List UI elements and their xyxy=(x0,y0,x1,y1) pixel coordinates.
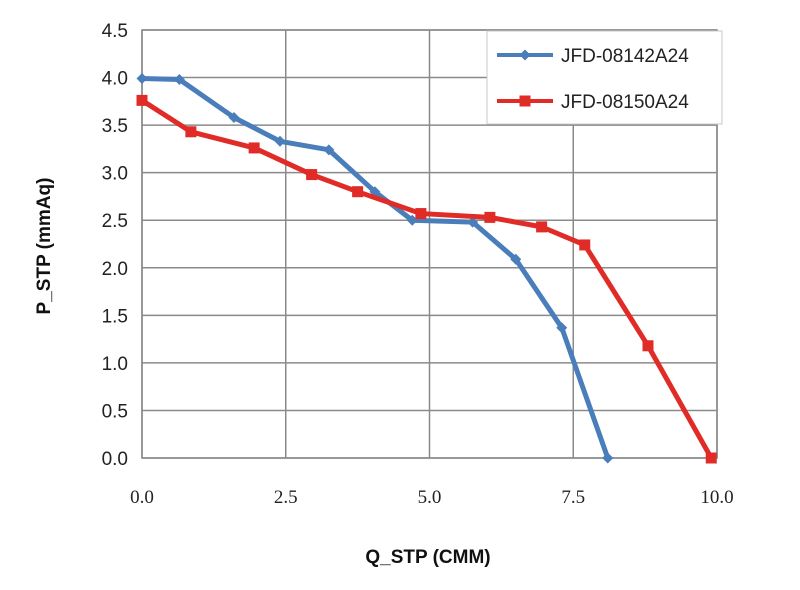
y-tick-label: 2.5 xyxy=(102,211,128,232)
y-tick-label: 1.0 xyxy=(102,354,128,375)
y-tick-label: 4.5 xyxy=(102,21,128,42)
series-1 xyxy=(136,73,614,464)
series-2 xyxy=(136,94,717,464)
data-point xyxy=(556,322,568,334)
series-layer xyxy=(136,73,717,464)
data-point xyxy=(467,216,479,228)
data-point xyxy=(136,73,148,85)
series-line xyxy=(139,97,714,461)
x-tick-label: 10.0 xyxy=(700,487,733,508)
data-point xyxy=(705,452,717,464)
y-tick-label: 0.5 xyxy=(102,401,128,422)
y-tick-label: 4.0 xyxy=(102,69,128,90)
y-tick-label: 2.0 xyxy=(102,259,128,280)
data-point xyxy=(306,169,318,181)
y-axis-title: P_STP (mmAq) xyxy=(34,178,55,315)
x-tick-label: 2.5 xyxy=(274,487,298,508)
legend-label-series-2: JFD-08150A24 xyxy=(561,92,689,113)
data-point xyxy=(415,208,427,220)
data-point xyxy=(484,211,496,223)
data-point xyxy=(510,253,522,265)
data-point xyxy=(228,112,240,124)
x-tick-label: 0.0 xyxy=(130,487,154,508)
legend-marker-series-2 xyxy=(519,95,531,107)
data-point xyxy=(136,94,148,106)
x-axis-ticks: 0.0 2.5 5.0 7.5 10.0 xyxy=(130,487,734,508)
plot-frame xyxy=(141,29,718,459)
data-point xyxy=(185,126,197,138)
data-point xyxy=(579,239,591,251)
y-tick-label: 3.0 xyxy=(102,164,128,185)
x-axis-title: Q_STP (CMM) xyxy=(365,547,490,568)
data-point xyxy=(323,144,335,156)
data-point xyxy=(352,186,364,198)
legend-marker-series-1 xyxy=(519,49,531,61)
data-point xyxy=(274,135,286,147)
y-tick-label: 3.5 xyxy=(102,116,128,137)
legend-box xyxy=(486,30,723,125)
data-point xyxy=(406,214,418,226)
x-tick-label: 7.5 xyxy=(561,487,585,508)
y-tick-label: 1.5 xyxy=(102,306,128,327)
y-tick-label: 0.0 xyxy=(102,449,128,470)
data-point xyxy=(536,221,548,233)
y-axis-ticks: 0.0 0.5 1.0 1.5 2.0 2.5 3.0 3.5 4.0 4.5 xyxy=(102,21,128,470)
x-tick-label: 5.0 xyxy=(418,487,442,508)
data-point xyxy=(642,340,654,352)
data-point xyxy=(248,142,260,154)
data-point xyxy=(602,452,614,464)
legend-label-series-1: JFD-08142A24 xyxy=(561,46,689,67)
data-point xyxy=(173,73,185,85)
legend: JFD-08142A24 JFD-08150A24 xyxy=(486,30,723,125)
